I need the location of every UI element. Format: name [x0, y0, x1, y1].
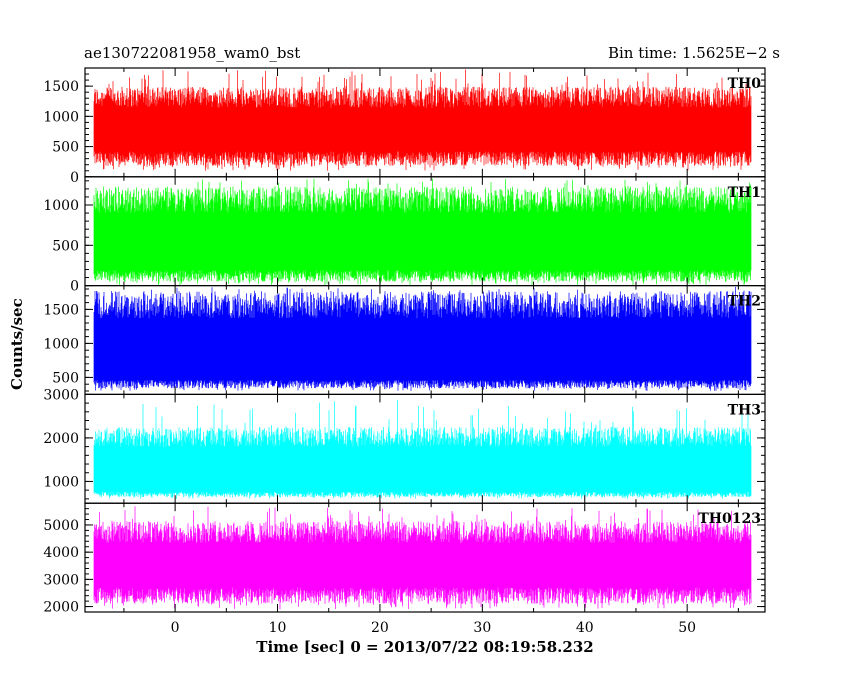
y-tick-label: 2000	[43, 600, 79, 616]
y-tick-label: 3000	[43, 572, 79, 588]
series-th1	[93, 178, 752, 286]
y-tick-label: 500	[52, 238, 79, 254]
x-tick-label: 30	[473, 620, 491, 636]
y-tick-label: 3000	[43, 387, 79, 403]
panel-label-th3: TH3	[728, 402, 761, 418]
x-tick-label: 20	[371, 620, 389, 636]
x-tick-label: 0	[171, 620, 180, 636]
panel-label-th1: TH1	[728, 185, 761, 201]
panel-label-th2: TH2	[728, 294, 761, 310]
panel-label-th0: TH0	[728, 76, 762, 92]
y-tick-label: 1500	[43, 79, 79, 95]
y-tick-label: 5000	[43, 518, 79, 534]
x-axis-label: Time [sec] 0 = 2013/07/22 08:19:58.232	[256, 638, 594, 656]
y-tick-label: 500	[52, 370, 79, 386]
series-th0123	[93, 506, 752, 610]
x-tick-label: 40	[576, 620, 594, 636]
y-tick-label: 0	[70, 170, 79, 186]
y-tick-label: 4000	[43, 545, 79, 561]
y-axis-label: Counts/sec	[8, 298, 26, 390]
series-th2	[93, 286, 752, 391]
y-tick-label: 1500	[43, 302, 79, 318]
y-tick-label: 1000	[43, 474, 79, 490]
y-tick-label: 500	[52, 140, 79, 156]
panel-label-th0123: TH0123	[698, 511, 761, 527]
chart-title: ae130722081958_wam0_bst	[84, 44, 301, 62]
y-tick-label: 1000	[43, 109, 79, 125]
series-th3	[93, 399, 752, 499]
y-tick-label: 1000	[43, 198, 79, 214]
y-tick-label: 1000	[43, 336, 79, 352]
y-tick-label: 2000	[43, 431, 79, 447]
y-tick-label: 0	[70, 279, 79, 295]
x-tick-label: 50	[678, 620, 696, 636]
x-tick-label: 10	[269, 620, 287, 636]
bin-time-label: Bin time: 1.5625E−2 s	[607, 44, 780, 62]
series-th0	[93, 69, 752, 171]
